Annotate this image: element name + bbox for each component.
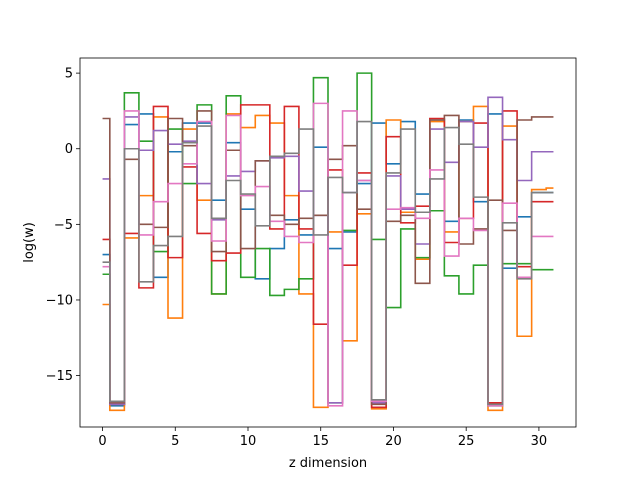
x-axis-label: z dimension bbox=[289, 456, 367, 471]
x-tick-label: 0 bbox=[98, 434, 106, 449]
series-line-3 bbox=[102, 72, 554, 407]
x-axis: 0 5 10 15 20 25 30 bbox=[98, 427, 547, 449]
series-line-7 bbox=[102, 102, 554, 407]
x-tick-label: 25 bbox=[458, 434, 475, 449]
y-tick-label: 5 bbox=[65, 67, 73, 82]
y-tick-label: −5 bbox=[54, 218, 73, 233]
y-tick-label: −10 bbox=[46, 293, 73, 308]
plot-area bbox=[79, 57, 577, 428]
y-axis-label: log(w) bbox=[22, 222, 37, 263]
y-axis: 5 0 −5 −10 −15 bbox=[46, 67, 80, 384]
y-tick-label: 0 bbox=[65, 142, 73, 157]
series-line-8 bbox=[102, 120, 554, 406]
x-tick-label: 5 bbox=[171, 434, 179, 449]
y-tick-label: −15 bbox=[46, 369, 73, 384]
x-tick-label: 30 bbox=[531, 434, 548, 449]
series-layer bbox=[102, 72, 554, 412]
plot-frame bbox=[79, 57, 577, 428]
x-tick-label: 20 bbox=[385, 434, 402, 449]
x-tick-label: 15 bbox=[312, 434, 329, 449]
x-tick-label: 10 bbox=[240, 434, 257, 449]
